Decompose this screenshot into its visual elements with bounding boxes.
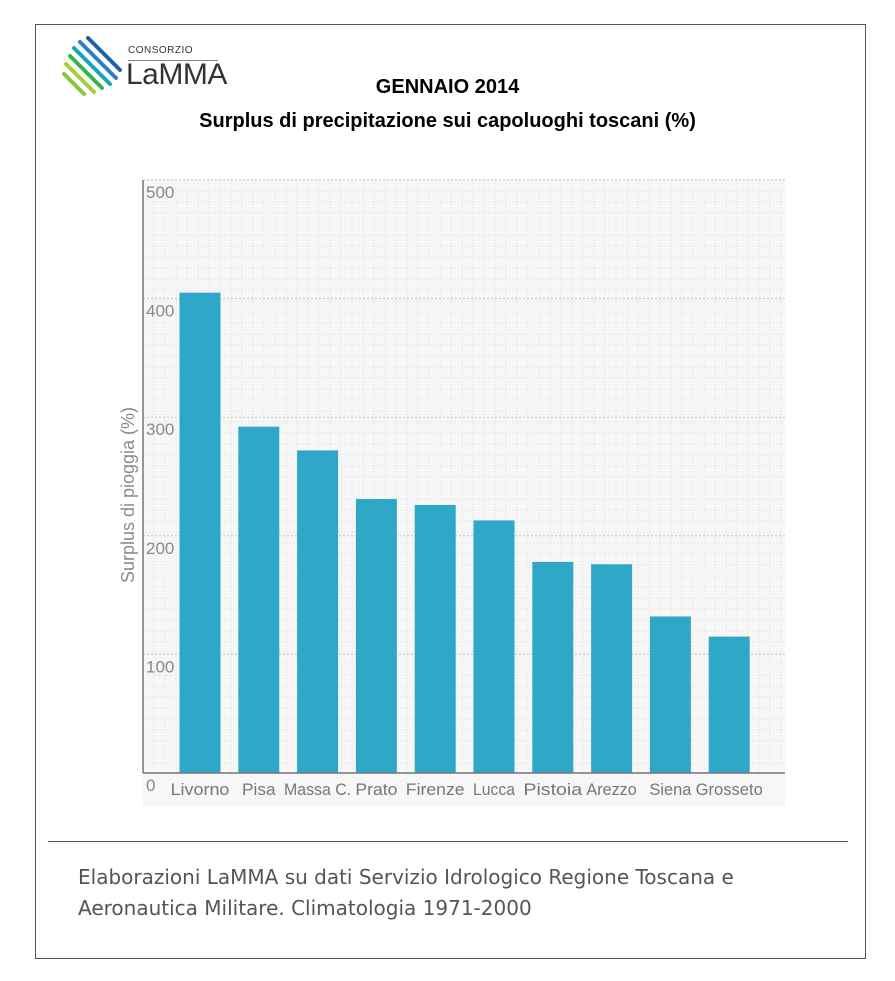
logo-top-text: CONSORZIO — [128, 45, 194, 56]
bar — [591, 564, 633, 773]
x-tick-label: Firenze — [406, 780, 465, 799]
logo-divider — [128, 60, 218, 61]
bar — [414, 504, 456, 773]
bar — [179, 292, 221, 773]
y-tick-label: 200 — [146, 539, 174, 558]
source-note: Elaborazioni LaMMA su dati Servizio Idro… — [78, 862, 838, 924]
logo-main-text: LaMMA — [126, 58, 227, 91]
x-tick-label: Arezzo — [586, 780, 636, 799]
chart-subtitle: Surplus di precipitazione sui capoluoghi… — [199, 110, 696, 132]
bar — [238, 426, 280, 773]
source-note-line-1: Elaborazioni LaMMA su dati Servizio Idro… — [78, 865, 734, 889]
y-tick-label: 400 — [146, 302, 174, 321]
x-tick-label: Siena — [649, 780, 692, 799]
source-note-line-2: Aeronautica Militare. Climatologia 1971-… — [78, 896, 532, 920]
bar — [532, 561, 574, 773]
y-tick-label: 300 — [146, 420, 174, 439]
bar — [297, 450, 339, 773]
bar — [473, 520, 515, 773]
y-tick-label: 0 — [146, 776, 155, 795]
bar — [355, 499, 397, 773]
x-tick-label: Grosseto — [696, 780, 763, 799]
x-tick-label: Prato — [355, 780, 397, 799]
x-tick-label: Pistoia — [523, 780, 582, 799]
y-tick-label: 500 — [146, 183, 174, 202]
x-tick-label: Lucca — [473, 780, 515, 799]
x-tick-label: Livorno — [171, 780, 230, 799]
lamma-logo-icon — [62, 36, 122, 96]
chart-title: GENNAIO 2014 — [375, 76, 520, 98]
y-tick-label: 100 — [146, 657, 174, 676]
bar — [649, 616, 691, 773]
x-tick-label: Massa C. — [284, 780, 351, 799]
x-tick-label: Pisa — [242, 780, 276, 799]
bar — [708, 636, 750, 773]
footer-divider — [48, 841, 848, 842]
x-label-strip — [143, 773, 785, 806]
y-axis-title: Surplus di pioggia (%) — [118, 407, 138, 583]
